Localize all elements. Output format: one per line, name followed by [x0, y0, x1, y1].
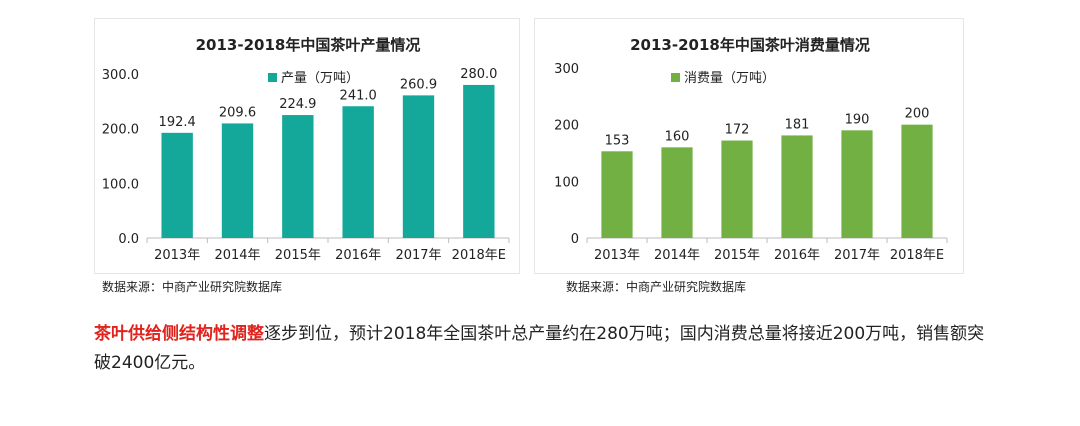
consumption-bar: [781, 135, 813, 238]
consumption-y-tick-label: 100: [554, 175, 579, 190]
consumption-chart-panel: 2013-2018年中国茶叶消费量情况消费量（万吨） 0 100 200 300 153 2…: [534, 18, 964, 274]
production-bar: [282, 115, 314, 238]
consumption-data-label: 153: [605, 133, 630, 148]
production-x-tick-label: 2018年E: [452, 248, 506, 263]
consumption-data-label: 172: [725, 123, 750, 138]
production-x-tick-label: 2016年: [335, 248, 381, 263]
consumption-y-tick-label: 0: [571, 232, 579, 247]
production-x-tick-label: 2014年: [214, 248, 260, 263]
production-bar: [402, 95, 435, 238]
consumption-x-tick-label: 2015年: [714, 248, 760, 263]
production-y-tick-label: 100.0: [102, 177, 139, 192]
production-data-label: 241.0: [340, 88, 377, 103]
production-y-tick-label: 200.0: [102, 123, 139, 138]
caption-text: 逐步到位，预计2018年全国茶叶总产量约在280万吨；国内消费总量将接近200万…: [94, 324, 985, 373]
consumption-data-label: 160: [665, 129, 690, 144]
caption-highlight: 茶叶供给侧结构性调整: [94, 324, 264, 344]
consumption-bar: [901, 124, 933, 238]
consumption-x-tick-label: 2014年: [654, 248, 700, 263]
production-data-label: 224.9: [279, 97, 316, 112]
production-data-label: 209.6: [219, 105, 256, 120]
consumption-chart-title: 2013-2018年中国茶叶消费量情况: [630, 36, 870, 54]
production-legend-swatch: [268, 73, 277, 82]
production-chart-title: 2013-2018年中国茶叶产量情况: [196, 36, 421, 54]
consumption-bar: [601, 151, 633, 238]
production-data-label: 192.4: [159, 115, 196, 130]
consumption-x-tick-label: 2013年: [594, 248, 640, 263]
production-bar: [221, 123, 254, 238]
consumption-source-note: 数据来源：中商产业研究院数据库: [566, 280, 747, 294]
consumption-x-tick-label: 2018年E: [890, 248, 944, 263]
production-legend-label: 产量（万吨）: [281, 71, 359, 86]
consumption-y-tick-label: 200: [554, 119, 579, 134]
production-source-note: 数据来源：中商产业研究院数据库: [102, 280, 283, 294]
consumption-x-tick-label: 2016年: [774, 248, 820, 263]
production-bar: [342, 106, 374, 239]
production-data-label: 260.9: [400, 77, 437, 92]
consumption-bar: [661, 147, 693, 238]
consumption-data-label: 190: [845, 112, 870, 127]
production-y-tick-label: 0.0: [118, 232, 139, 247]
production-y-tick-label: 300.0: [102, 68, 139, 83]
consumption-bar: [841, 130, 873, 238]
production-x-tick-label: 2015年: [275, 248, 321, 263]
consumption-data-label: 200: [905, 107, 930, 122]
production-bar: [161, 132, 193, 238]
consumption-x-tick-label: 2017年: [834, 248, 880, 263]
production-x-tick-label: 2013年: [154, 248, 200, 263]
summary-paragraph: 茶叶供给侧结构性调整逐步到位，预计2018年全国茶叶总产量约在280万吨；国内消…: [94, 320, 994, 378]
consumption-legend-swatch: [671, 73, 680, 82]
consumption-bar: [721, 140, 753, 238]
consumption-y-tick-label: 300: [554, 62, 579, 77]
consumption-data-label: 181: [785, 117, 810, 132]
production-x-tick-label: 2017年: [395, 248, 441, 263]
consumption-legend-label: 消费量（万吨）: [684, 71, 775, 86]
production-chart-panel: 2013-2018年中国茶叶产量情况产量（万吨） 0.0 100.0 200.0 300…: [94, 18, 520, 274]
production-data-label: 280.0: [460, 67, 497, 82]
production-bar: [463, 84, 495, 238]
